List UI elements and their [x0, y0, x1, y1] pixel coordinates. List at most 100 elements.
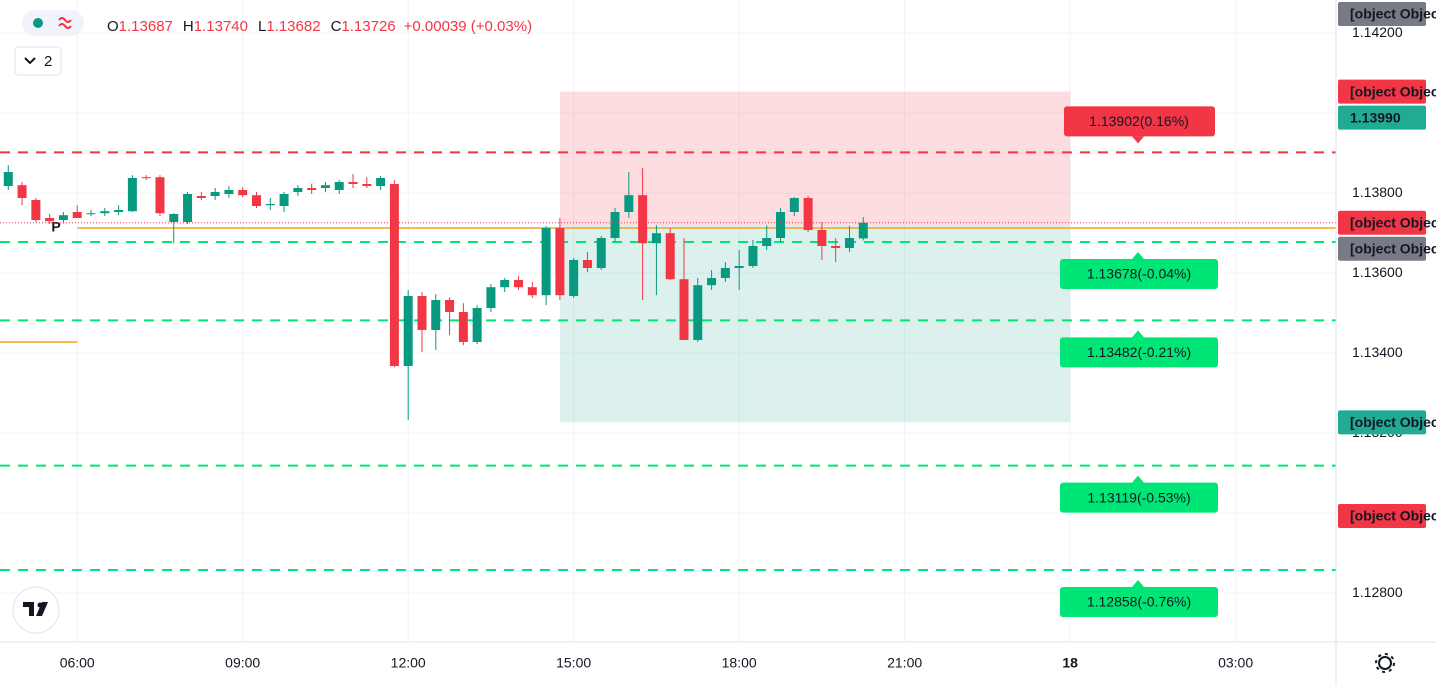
- candle-body: [582, 260, 592, 268]
- level-badge: [1060, 482, 1218, 513]
- candle-body: [844, 238, 854, 248]
- candle-body: [431, 300, 441, 330]
- ohlc-value: 1.13687: [119, 18, 173, 35]
- candle-body: [555, 228, 565, 296]
- price-badge-label: [object Object]: [1350, 215, 1436, 231]
- price-badge: [1338, 105, 1426, 130]
- level-badge: [1060, 587, 1218, 617]
- logo-dot: [37, 602, 43, 608]
- candle-body: [500, 280, 510, 288]
- candle-body: [58, 215, 68, 220]
- candle-body: [693, 285, 703, 340]
- candle-body: [403, 296, 413, 366]
- level-badge: [1060, 259, 1218, 289]
- collapse-button[interactable]: [14, 46, 62, 76]
- candle-body: [3, 172, 13, 186]
- level-label: 1.13678(-0.04%): [1087, 266, 1191, 282]
- candle-body: [141, 177, 151, 179]
- level-pointer: [1132, 252, 1144, 259]
- level-pointer: [1132, 330, 1144, 338]
- axes: 1.128001.130001.132001.134001.136001.138…: [60, 2, 1436, 671]
- candle-body: [127, 178, 137, 212]
- ohlc-value: 1.13726: [341, 18, 395, 35]
- logo-badge[interactable]: [12, 586, 60, 634]
- candle-body: [734, 266, 744, 268]
- x-tick-label: 06:00: [60, 655, 95, 671]
- candle-body: [210, 192, 220, 196]
- candle-body: [776, 212, 786, 238]
- candle-body: [348, 182, 358, 184]
- candle-body: [858, 222, 868, 239]
- x-tick-label: 18:00: [722, 655, 757, 671]
- level-badge: [1060, 337, 1218, 368]
- candle-body: [169, 214, 179, 222]
- candle-body: [31, 200, 41, 220]
- candle-body: [803, 198, 813, 230]
- candle-body: [486, 287, 496, 308]
- candle-body: [610, 212, 620, 238]
- price-badge-label: [object Object]: [1350, 241, 1436, 257]
- candle-body: [72, 212, 82, 218]
- price-badge: [1338, 236, 1426, 261]
- candle-body: [45, 218, 55, 222]
- price-badge-label: [object Object]: [1350, 6, 1436, 22]
- x-tick-label: 15:00: [556, 655, 591, 671]
- x-tick-label: 03:00: [1218, 655, 1253, 671]
- candle-body: [196, 196, 206, 198]
- status-dot: [33, 18, 43, 28]
- candles: [0, 165, 1336, 420]
- candle-body: [389, 184, 399, 366]
- y-tick-label: 1.12800: [1352, 584, 1403, 600]
- gear[interactable]: [1378, 656, 1392, 670]
- price-badge: [1338, 79, 1426, 104]
- candle-body: [789, 198, 799, 212]
- settings[interactable]: [1375, 653, 1395, 673]
- legend-pill[interactable]: [22, 10, 84, 36]
- chevron: [24, 57, 36, 65]
- level-pointer: [1132, 136, 1144, 144]
- candle-body: [665, 233, 675, 280]
- candle-body: [707, 278, 717, 286]
- candle-body: [624, 195, 634, 212]
- candle-body: [279, 194, 289, 206]
- candle-body: [458, 312, 468, 342]
- candle-body: [445, 300, 455, 312]
- candle-body: [817, 230, 827, 246]
- level-label: 1.13482(-0.21%): [1087, 344, 1191, 360]
- candle-body: [334, 182, 344, 190]
- position-tool: [559, 91, 1071, 423]
- y-tick-label: 1.13800: [1352, 184, 1403, 200]
- candle-body: [762, 238, 772, 246]
- ohlc-value: 1.13682: [266, 18, 320, 35]
- candle-body: [155, 177, 165, 214]
- candle-body: [651, 233, 661, 244]
- target-zone: [559, 225, 1071, 423]
- price-badge: [1338, 210, 1426, 235]
- price-badge-label: 1.13990: [1350, 109, 1401, 125]
- candle-body: [265, 204, 275, 206]
- candle-body: [307, 188, 317, 190]
- levels: P 1.13902(0.16%) 1.13678(-0.04%) 1.13482(-0…: [0, 106, 1336, 617]
- candle-body: [251, 195, 261, 206]
- candle-body: [362, 184, 372, 186]
- logo[interactable]: [12, 586, 60, 634]
- candle-body: [720, 268, 730, 278]
- candle-body: [293, 188, 303, 192]
- legend: O1.13687 H1.13740 L1.13682 C1.13726 +0.00039…: [14, 10, 532, 76]
- candle-body: [224, 190, 234, 194]
- stop-zone: [559, 91, 1071, 226]
- price-badge-label: [object Object]: [1350, 508, 1436, 524]
- x-tick-label: 09:00: [225, 655, 260, 671]
- candle-body: [679, 279, 689, 340]
- candle-body: [569, 260, 579, 296]
- candle-body: [748, 246, 758, 266]
- level-label: 1.13119(-0.53%): [1087, 489, 1190, 505]
- candle-body: [86, 213, 96, 215]
- ohlc-readout: O1.13687 H1.13740 L1.13682 C1.13726 +0.00039…: [107, 18, 532, 35]
- candle-body: [527, 287, 537, 296]
- ohlc-key: C: [331, 18, 342, 35]
- price-badge: [1338, 504, 1426, 528]
- candle-body: [541, 228, 551, 296]
- price-badge-label: [object Object]: [1350, 83, 1436, 99]
